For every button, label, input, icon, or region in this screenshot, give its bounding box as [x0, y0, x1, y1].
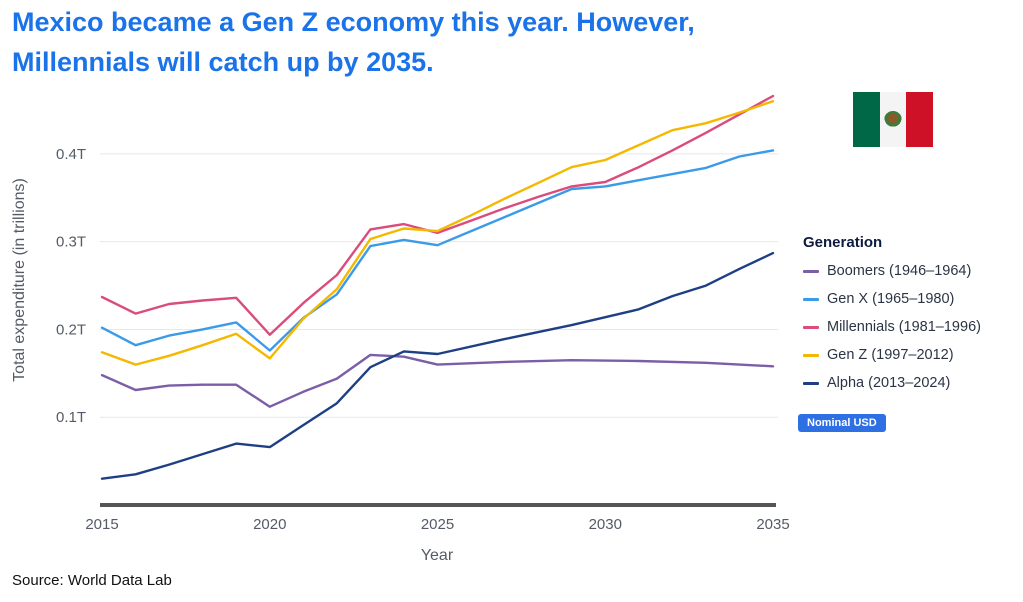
mexico-flag-icon: [853, 92, 934, 147]
chart-title-line-2: Millennials will catch up by 2035.: [12, 47, 434, 77]
legend-label-genz: Gen Z (1997–2012): [827, 347, 954, 363]
axis-ticks: 0.1T 0.2T 0.3T 0.4T 2015 2020 2025 2030 2035: [56, 146, 790, 533]
legend: Generation Boomers (1946–1964) Gen X (19…: [803, 234, 1018, 397]
legend-label-millennials: Millennials (1981–1996): [827, 319, 981, 335]
y-tick-label: 0.2T: [56, 321, 86, 338]
y-axis-label: Total expenditure (in trillions): [11, 178, 28, 382]
legend-item-genz[interactable]: Gen Z (1997–2012): [803, 341, 1018, 369]
legend-item-millennials[interactable]: Millennials (1981–1996): [803, 313, 1018, 341]
legend-swatch-genz: [803, 353, 819, 357]
series-line-millennials[interactable]: [100, 94, 775, 336]
series-line-boomers[interactable]: [100, 353, 775, 408]
y-tick-label: 0.4T: [56, 146, 86, 163]
flag-white-band: [879, 92, 907, 147]
legend-swatch-millennials: [803, 325, 819, 329]
legend-item-alpha[interactable]: Alpha (2013–2024): [803, 369, 1018, 397]
x-axis-label: Year: [421, 547, 454, 564]
flag-red-band: [906, 92, 934, 147]
chart-title: Mexico became a Gen Z economy this year.…: [12, 2, 772, 82]
series-line-genx[interactable]: [100, 149, 775, 352]
source-note: Source: World Data Lab: [12, 572, 172, 589]
nominal-usd-badge[interactable]: Nominal USD: [798, 414, 886, 432]
legend-title: Generation: [803, 234, 883, 251]
series-line-genz[interactable]: [100, 100, 775, 366]
legend-item-genx[interactable]: Gen X (1965–1980): [803, 285, 1018, 313]
series-line-alpha[interactable]: [100, 251, 775, 480]
legend-label-genx: Gen X (1965–1980): [827, 291, 955, 307]
x-tick-label: 2025: [421, 516, 454, 533]
y-tick-label: 0.1T: [56, 409, 86, 426]
x-tick-label: 2035: [756, 516, 789, 533]
legend-swatch-boomers: [803, 269, 819, 273]
x-tick-label: 2020: [253, 516, 286, 533]
y-tick-label: 0.3T: [56, 234, 86, 251]
legend-item-boomers[interactable]: Boomers (1946–1964): [803, 257, 1018, 285]
legend-swatch-alpha: [803, 381, 819, 385]
legend-label-boomers: Boomers (1946–1964): [827, 263, 972, 279]
x-tick-label: 2030: [589, 516, 622, 533]
legend-swatch-genx: [803, 297, 819, 301]
x-tick-label: 2015: [85, 516, 118, 533]
chart-title-line-1: Mexico became a Gen Z economy this year.…: [12, 7, 695, 37]
series-lines: [100, 94, 775, 480]
flag-green-band: [853, 92, 880, 147]
flag-emblem-icon: [884, 110, 902, 129]
legend-label-alpha: Alpha (2013–2024): [827, 375, 951, 391]
